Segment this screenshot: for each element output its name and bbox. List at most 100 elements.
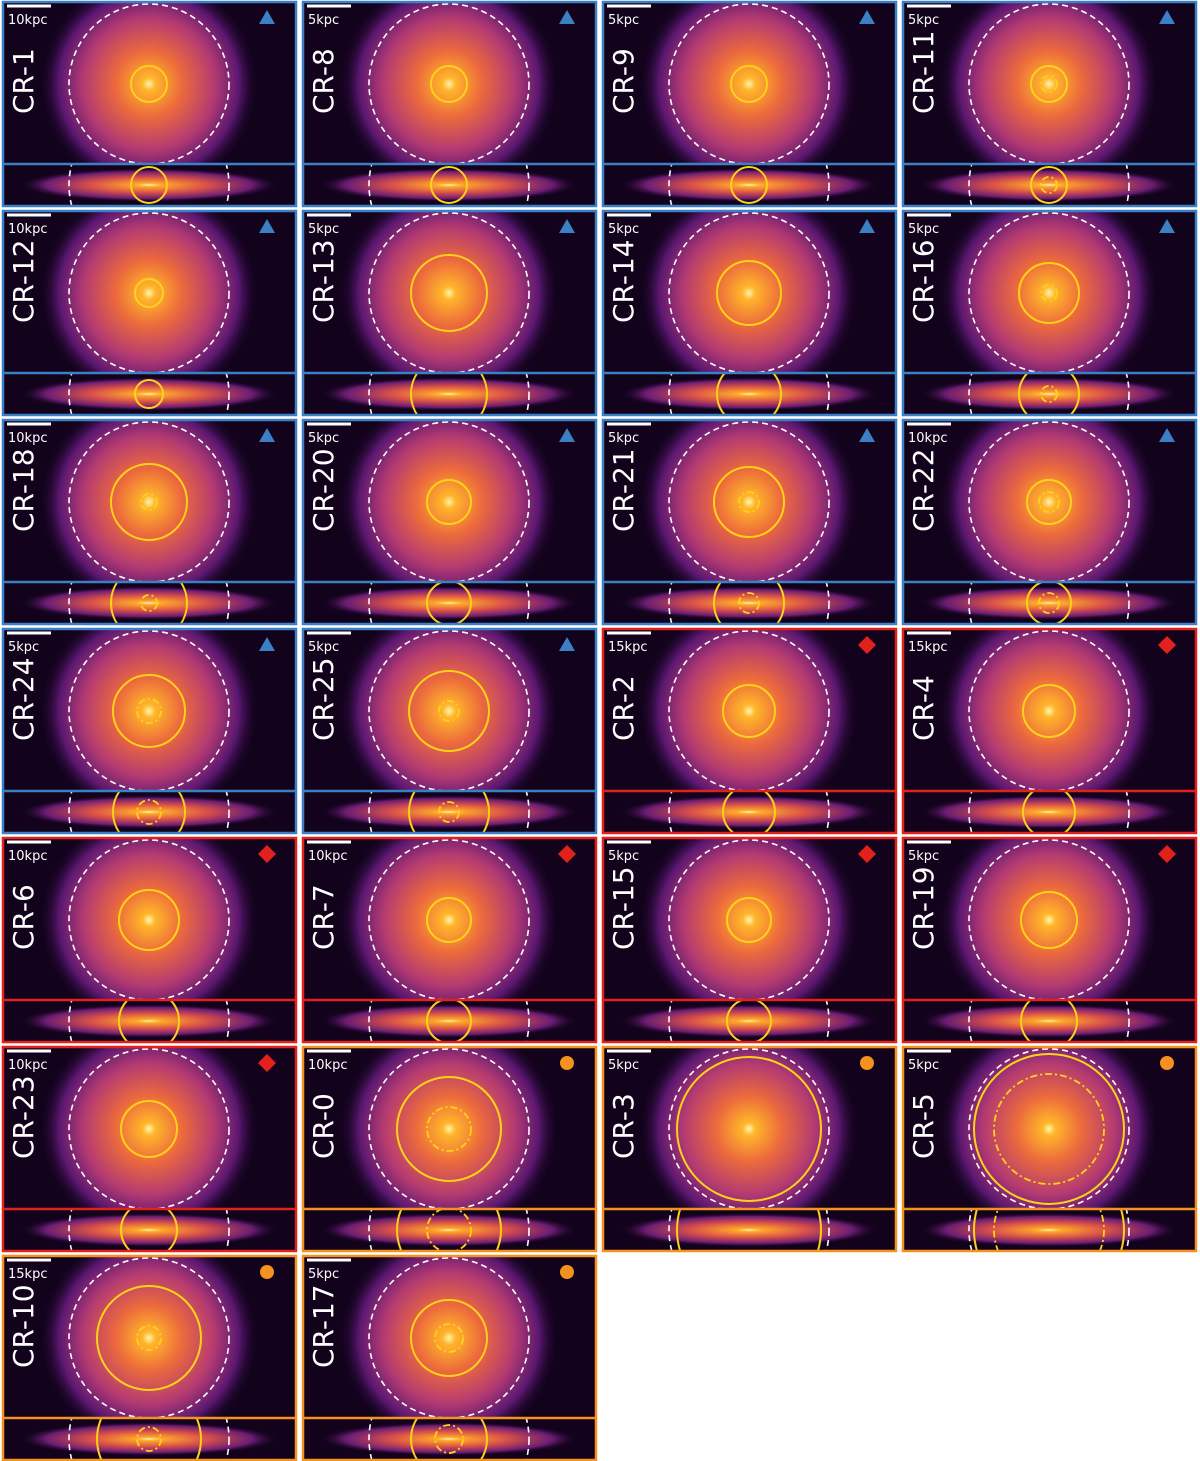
galaxy [939,1047,1159,1209]
galaxy [639,2,859,164]
face-on-view [339,1047,559,1209]
panel-frame [301,1254,598,1461]
panel-frame [301,1045,598,1253]
galaxy-name: CR-6 [7,884,40,950]
face-on-view [39,838,259,1000]
aperture [426,582,472,624]
galaxy-name: CR-20 [307,448,340,532]
aperture [408,791,490,833]
face-on-view [39,629,259,791]
group-marker [1159,428,1175,442]
group-marker [559,219,575,233]
inner-aperture [1040,75,1058,93]
panel-frame [901,836,1198,1044]
galaxy-edge [619,168,879,202]
panel-frame [301,627,598,835]
inner-aperture [1040,284,1058,302]
panel: 5kpc CR-19 [901,836,1198,1044]
panel-frame [601,627,898,835]
galaxy-edge [19,1422,279,1456]
scale-label: 10kpc [908,431,947,446]
scale-label: 5kpc [608,431,639,446]
outer-radius [968,1209,1130,1251]
group-marker [859,10,875,24]
outer-radius [368,839,530,1000]
outer-radius [968,1000,1130,1042]
scale-label: 10kpc [308,1058,347,1073]
outer-radius [68,1209,230,1251]
aperture [130,65,168,103]
galaxy-edge [619,1004,879,1038]
face-on-view [639,1047,859,1209]
galaxy-name: CR-8 [307,48,340,114]
inner-aperture [136,799,162,825]
edge-on-view [319,164,579,206]
galaxy [639,211,859,373]
galaxy [39,211,259,373]
panel: 5kpc CR-5 [901,1045,1198,1253]
galaxy-edge [919,586,1179,620]
group-marker [559,10,575,24]
aperture [1020,1000,1078,1042]
scale-label: 5kpc [608,13,639,28]
galaxy [939,211,1159,373]
panel: 5kpc CR-16 [901,209,1198,417]
galaxy-name: CR-4 [907,675,940,741]
galaxy-name: CR-12 [7,239,40,323]
panel: 10kpc CR-22 [901,418,1198,626]
panel-frame [1,1045,298,1253]
face-on-view [339,1256,559,1418]
face-on-view [639,629,859,791]
outer-radius [368,1000,530,1042]
aperture [716,260,782,326]
panel-frame [901,418,1198,626]
galaxy-edge [19,168,279,202]
galaxy [939,2,1159,164]
outer-radius [68,164,230,206]
face-on-view [639,420,859,582]
outer-radius [68,582,230,624]
galaxy [339,1047,559,1209]
outer-radius [368,421,530,582]
outer-radius [668,839,830,1000]
face-on-view [339,629,559,791]
galaxy [339,1256,559,1418]
galaxy [339,2,559,164]
group-marker [858,636,876,654]
group-marker [259,10,275,24]
panel: 5kpc CR-11 [901,0,1198,208]
galaxy-edge [19,1213,279,1247]
outer-radius [368,3,530,164]
galaxy [939,420,1159,582]
galaxy-name: CR-7 [307,884,340,950]
inner-aperture [1038,592,1060,614]
inner-aperture [434,1323,464,1353]
galaxy [39,1047,259,1209]
edge-on-view [19,373,279,415]
face-on-view [639,2,859,164]
panel: 5kpc CR-21 [601,418,898,626]
edge-on-view [619,164,879,206]
galaxy-name: CR-24 [7,657,40,741]
panel: 5kpc CR-24 [1,627,298,835]
scale-label: 10kpc [8,849,47,864]
galaxy [39,629,259,791]
scale-label: 10kpc [8,222,47,237]
group-marker [259,428,275,442]
panel: 5kpc CR-14 [601,209,898,417]
group-marker [559,428,575,442]
galaxy-name: CR-17 [307,1284,340,1368]
galaxy [639,1047,859,1209]
scale-label: 5kpc [8,640,39,655]
panel-frame [601,0,898,208]
scale-label: 5kpc [308,13,339,28]
aperture [726,897,772,943]
face-on-view [939,1047,1159,1209]
outer-radius [68,630,230,791]
edge-on-view [319,373,579,415]
panel-frame [601,1045,898,1253]
edge-on-view [919,791,1179,833]
scale-label: 10kpc [8,431,47,446]
outer-radius [968,421,1130,582]
panel-frame [1,0,298,208]
